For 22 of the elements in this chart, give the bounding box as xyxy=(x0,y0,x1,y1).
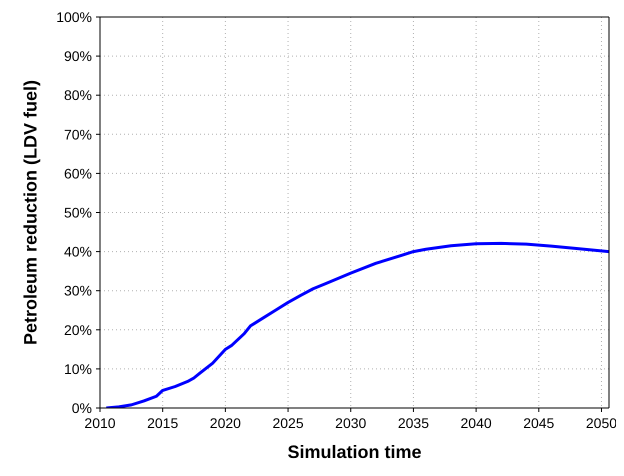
x-tick-label: 2040 xyxy=(460,414,492,431)
x-tick-label: 2045 xyxy=(523,414,555,431)
y-tick-label: 100% xyxy=(56,8,92,25)
x-tick-label: 2020 xyxy=(210,414,242,431)
line-series xyxy=(104,242,609,408)
y-tick-label: 50% xyxy=(64,204,92,220)
y-tick-label: 20% xyxy=(64,322,92,338)
x-tick-label: 2010 xyxy=(84,414,116,431)
y-tick-label: 40% xyxy=(64,244,92,260)
y-tick-label: 60% xyxy=(64,165,92,182)
x-tick-label: 2030 xyxy=(335,414,367,431)
x-tick-label: 2025 xyxy=(272,414,304,431)
x-tick-label: 2015 xyxy=(147,414,178,431)
y-tick-label: 80% xyxy=(64,87,92,104)
x-axis-title: Simulation time xyxy=(287,442,422,462)
y-tick-label: 90% xyxy=(64,48,92,64)
x-tick-label: 2035 xyxy=(398,414,430,431)
y-tick-label: 30% xyxy=(64,282,92,299)
y-axis-title: Petroleum reduction (LDV fuel) xyxy=(20,80,40,346)
y-tick-label: 10% xyxy=(64,360,92,377)
y-tick-label: 70% xyxy=(64,126,92,142)
y-tick-label: 0% xyxy=(72,400,92,416)
